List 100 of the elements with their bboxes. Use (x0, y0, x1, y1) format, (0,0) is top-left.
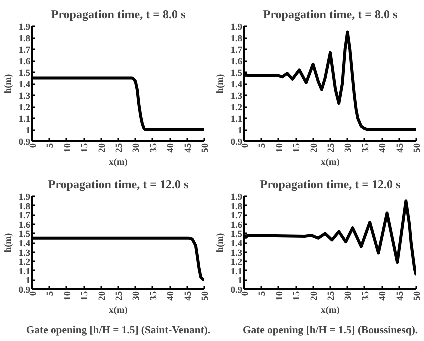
x-tick-label: 40 (166, 291, 177, 301)
y-tick-label: 1.1 (230, 267, 243, 278)
x-tick-label: 20 (310, 291, 320, 301)
x-tick-label: 5 (258, 143, 268, 148)
y-tick-label: 1.2 (230, 104, 243, 114)
x-tick-label: 10 (275, 291, 286, 301)
y-tick-label: 1.3 (230, 92, 243, 102)
x-tick-label: 40 (166, 143, 177, 153)
y-tick-label: 1.7 (230, 212, 243, 222)
x-tick-label: 45 (396, 143, 406, 153)
x-tick-label: 30 (344, 291, 354, 301)
x-tick-label: 0 (241, 143, 251, 148)
y-tick-label: 1.8 (230, 202, 243, 212)
y-tick-label: 1.6 (18, 220, 31, 231)
y-tick-label: 1.1 (230, 115, 243, 125)
x-tick-label: 5 (46, 143, 56, 148)
x-tick-label: 10 (63, 291, 74, 301)
x-tick-label: 25 (115, 291, 125, 301)
x-tick-label: 35 (149, 143, 160, 153)
x-tick-label: 5 (46, 291, 56, 296)
x-tick-label: 15 (80, 291, 91, 301)
y-tick-label: 1.4 (230, 80, 243, 90)
y-axis-title: h(m) (216, 233, 226, 253)
y-tick-label: 1.9 (18, 193, 31, 203)
x-axis-title: x(m) (109, 306, 128, 316)
text: Gate opening [h/H = 1.5] (Boussinesq). (242, 326, 418, 336)
x-axis-title: x(m) (109, 158, 128, 168)
x-tick-label: 10 (275, 143, 286, 153)
x-tick-label: 30 (132, 291, 142, 301)
x-tick-label: 30 (344, 143, 354, 153)
x-tick-label: 20 (98, 143, 108, 153)
y-tick-label: 1.5 (18, 69, 31, 79)
y-tick-label: 1.3 (230, 248, 243, 259)
x-tick-label: 15 (292, 143, 303, 153)
y-tick-label: 1 (26, 126, 31, 136)
y-tick-label: 0.9 (230, 286, 243, 296)
y-tick-label: 1.1 (18, 115, 31, 125)
y-tick-label: 1.4 (18, 240, 31, 250)
x-tick-label: 40 (378, 291, 389, 301)
y-tick-label: 1 (238, 126, 243, 136)
y-tick-label: 0.9 (230, 138, 243, 148)
y-tick-label: 0.9 (18, 138, 31, 148)
x-tick-label: 5 (258, 291, 268, 296)
y-tick-label: 1.9 (230, 193, 243, 203)
y-tick-label: 1 (26, 276, 31, 287)
x-tick-label: 0 (29, 143, 39, 148)
x-tick-label: 50 (201, 291, 211, 301)
y-tick-label: 1.1 (18, 267, 31, 278)
y-tick-label: 1.3 (18, 92, 31, 102)
y-tick-label: 1.8 (18, 202, 31, 212)
chart-title: Propagation time, t = 12.0 s (48, 178, 189, 192)
y-tick-label: 1.2 (230, 258, 243, 268)
y-tick-label: 1.5 (18, 230, 31, 240)
y-tick-label: 1.7 (18, 212, 31, 222)
y-tick-label: 1.8 (18, 34, 31, 44)
x-tick-label: 50 (413, 143, 423, 153)
chart-title: Propagation time, t = 12.0 s (260, 178, 401, 192)
y-tick-label: 1.6 (230, 220, 243, 231)
x-tick-label: 45 (184, 143, 194, 153)
x-tick-label: 25 (115, 143, 125, 153)
y-tick-label: 1.7 (230, 46, 243, 56)
x-tick-label: 45 (184, 291, 194, 301)
x-tick-label: 45 (396, 291, 406, 301)
y-tick-label: 1.5 (230, 230, 243, 240)
x-tick-label: 15 (80, 143, 91, 153)
x-tick-label: 35 (361, 143, 372, 153)
y-tick-label: 1.6 (230, 58, 243, 68)
y-tick-label: 1.3 (18, 248, 31, 259)
x-tick-label: 35 (361, 291, 372, 301)
y-tick-label: 1 (238, 276, 243, 287)
y-tick-label: 1.7 (18, 46, 31, 56)
y-tick-label: 1.9 (230, 23, 243, 33)
x-tick-label: 0 (241, 291, 251, 296)
y-axis-title: h(m) (216, 74, 226, 94)
x-tick-label: 40 (378, 143, 389, 153)
x-tick-label: 30 (132, 143, 142, 153)
x-axis-title: x(m) (321, 306, 340, 316)
text: Gate opening [h/H = 1.5] (Saint-Venant). (26, 326, 211, 336)
x-tick-label: 10 (63, 143, 74, 153)
x-tick-label: 50 (413, 291, 423, 301)
x-tick-label: 50 (201, 143, 211, 153)
x-tick-label: 25 (327, 291, 337, 301)
x-tick-label: 0 (29, 291, 39, 296)
x-tick-label: 35 (149, 291, 160, 301)
y-tick-label: 1.9 (18, 23, 31, 33)
chart-title: Propagation time, t = 8.0 s (263, 8, 398, 22)
y-tick-label: 1.4 (230, 240, 243, 250)
y-tick-label: 1.8 (230, 34, 243, 44)
y-tick-label: 1.6 (18, 58, 31, 68)
x-tick-label: 15 (292, 291, 303, 301)
y-axis-title: h(m) (4, 74, 14, 94)
x-tick-label: 20 (98, 291, 108, 301)
x-axis-title: x(m) (321, 158, 340, 168)
y-axis-title: h(m) (4, 233, 14, 253)
chart-title: Propagation time, t = 8.0 s (51, 8, 186, 22)
y-tick-label: 1.4 (18, 80, 31, 90)
y-tick-label: 1.2 (18, 258, 31, 268)
x-tick-label: 20 (310, 143, 320, 153)
x-tick-label: 25 (327, 143, 337, 153)
y-tick-label: 1.5 (230, 69, 243, 79)
